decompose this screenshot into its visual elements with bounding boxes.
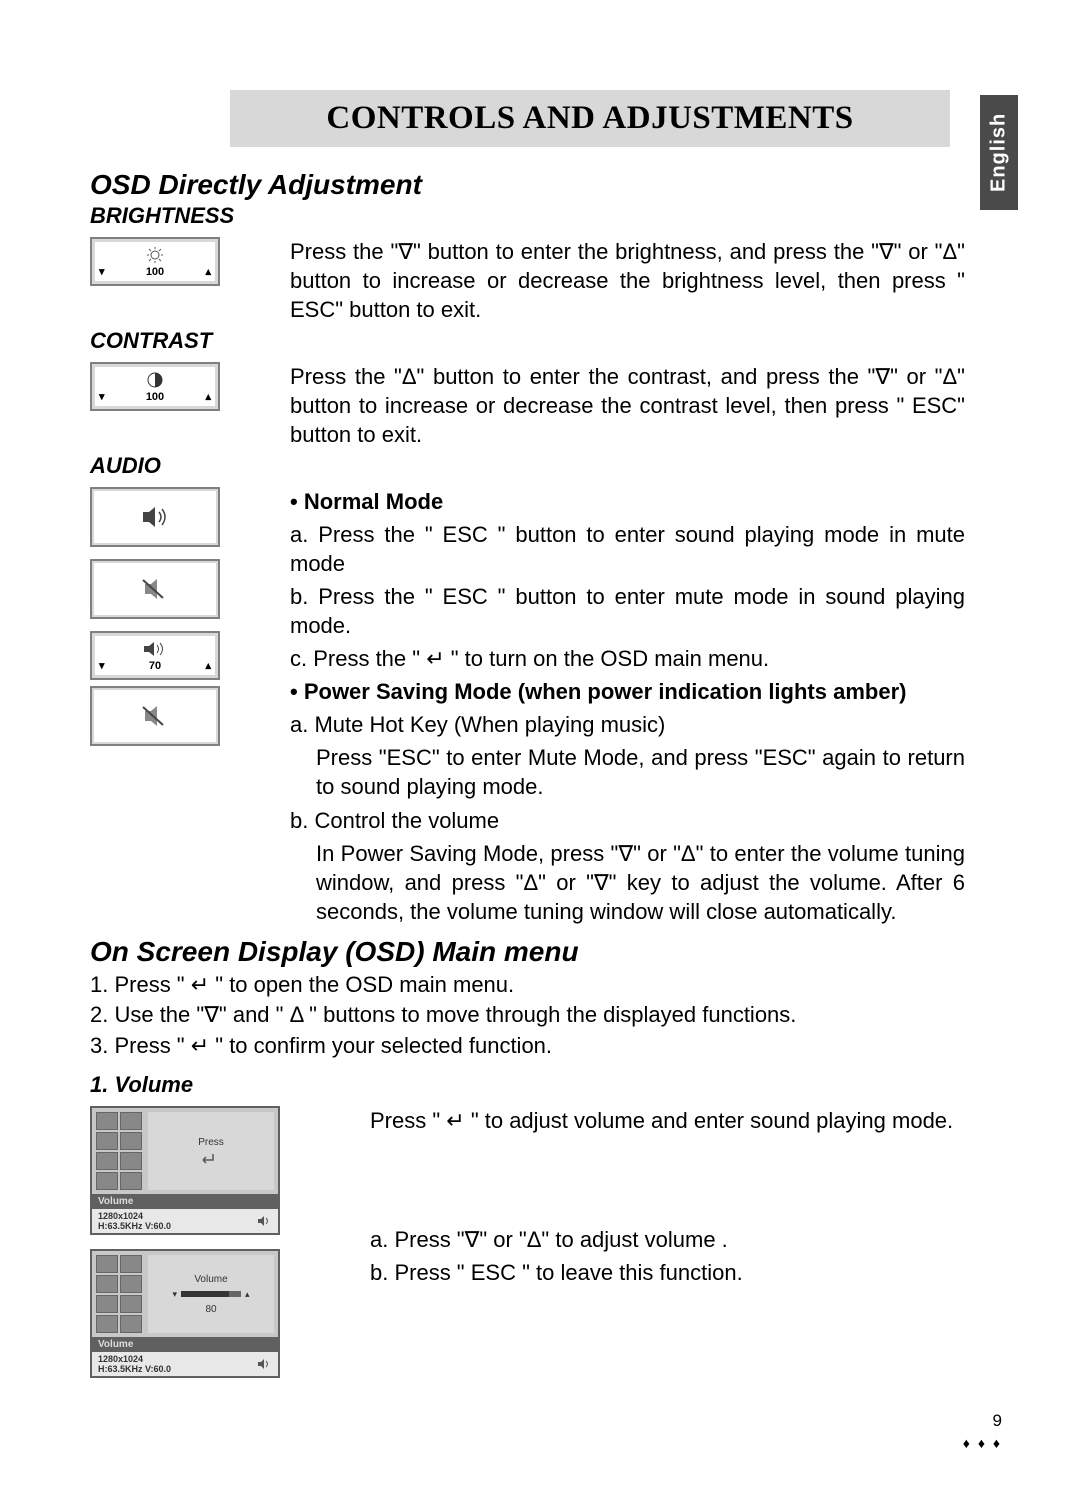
- speaker-icon: [138, 639, 172, 659]
- speaker-on-box: [90, 487, 220, 547]
- brightness-text: Press the "∇" button to enter the bright…: [290, 237, 965, 324]
- up-arrow-icon: ▴: [205, 390, 211, 403]
- contrast-text: Press the "Δ" button to enter the contra…: [290, 362, 965, 449]
- normal-b: b. Press the " ESC " button to enter mut…: [290, 582, 965, 640]
- osd-frequency: H:63.5KHz V:60.0: [98, 1221, 171, 1231]
- speaker-mute-icon: [135, 701, 175, 731]
- osd-menu-label-2: Volume: [92, 1337, 278, 1352]
- volume-text-2b: b. Press " ESC " to leave this function.: [370, 1258, 965, 1287]
- contrast-icon: [143, 370, 167, 390]
- osd-main-title: On Screen Display (OSD) Main menu: [90, 936, 985, 968]
- normal-a: a. Press the " ESC " button to enter sou…: [290, 520, 965, 578]
- normal-c: c. Press the " ↵ " to turn on the OSD ma…: [290, 644, 965, 673]
- power-mode-title: Power Saving Mode (when power indication…: [304, 679, 907, 704]
- power-a-title: a. Mute Hot Key (When playing music): [290, 710, 965, 739]
- power-b-title: b. Control the volume: [290, 806, 965, 835]
- osd-menu-screenshot-1: Press Volume 1280x1024 H:63.5KHz V:60.0: [90, 1106, 280, 1235]
- contrast-value: 100: [146, 391, 164, 403]
- osd-menu-screenshot-2: Volume ▾ ▴ 80 Volume 1280x1024 H:63.5KHz…: [90, 1249, 280, 1378]
- power-a-body: Press "ESC" to enter Mute Mode, and pres…: [290, 743, 965, 801]
- up-arrow-icon: ▴: [205, 265, 211, 278]
- footer-diamonds: ♦ ♦ ♦: [963, 1435, 1002, 1451]
- enter-key-icon: [201, 1152, 221, 1166]
- page-number: 9: [963, 1411, 1002, 1431]
- volume-text-1: Press " ↵ " to adjust volume and enter s…: [370, 1106, 965, 1135]
- page-title: CONTROLS AND ADJUSTMENTS: [230, 100, 950, 137]
- speaker-small-icon: [256, 1358, 272, 1370]
- volume-section-title: 1. Volume: [90, 1072, 985, 1098]
- osd-menu-label: Volume: [92, 1194, 278, 1209]
- contrast-osd-box: ▾ 100 ▴: [90, 362, 220, 411]
- volume-text-2a: a. Press "∇" or "Δ" to adjust volume .: [370, 1225, 965, 1254]
- osd-resolution: 1280x1024: [98, 1211, 171, 1221]
- brightness-label: BRIGHTNESS: [90, 203, 985, 229]
- speaker-small-icon: [256, 1215, 272, 1227]
- osd-resolution-2: 1280x1024: [98, 1354, 171, 1364]
- osd-direct-title: OSD Directly Adjustment: [90, 169, 985, 201]
- audio-vol-box: ▾ 70 ▴: [90, 631, 220, 680]
- normal-mode-bullet: •: [290, 489, 304, 514]
- brightness-value: 100: [146, 266, 164, 278]
- sun-icon: [143, 245, 167, 265]
- osd-step-1: 1. Press " ↵ " to open the OSD main menu…: [90, 970, 985, 1001]
- page-footer: 9 ♦ ♦ ♦: [963, 1411, 1002, 1451]
- speaker-mute-icon: [135, 574, 175, 604]
- brightness-osd-box: ▾ 100 ▴: [90, 237, 220, 286]
- normal-mode-title: Normal Mode: [304, 489, 443, 514]
- down-arrow-icon: ▾: [99, 265, 105, 278]
- power-mode-bullet: •: [290, 679, 304, 704]
- language-tab: English: [980, 95, 1018, 210]
- osd-vol-inner-label: Volume: [194, 1274, 227, 1285]
- down-arrow-icon: ▾: [172, 1289, 177, 1300]
- osd-step-3: 3. Press " ↵ " to confirm your selected …: [90, 1031, 985, 1062]
- page-title-bar: CONTROLS AND ADJUSTMENTS: [230, 90, 950, 147]
- speaker-icon: [135, 502, 175, 532]
- osd-main-steps: 1. Press " ↵ " to open the OSD main menu…: [90, 970, 985, 1062]
- down-arrow-icon: ▾: [99, 390, 105, 403]
- audio-label: AUDIO: [90, 453, 985, 479]
- osd-step-2: 2. Use the "∇" and " Δ " buttons to move…: [90, 1000, 985, 1031]
- power-b-body: In Power Saving Mode, press "∇" or "Δ" t…: [290, 839, 965, 926]
- osd-frequency-2: H:63.5KHz V:60.0: [98, 1364, 171, 1374]
- contrast-label: CONTRAST: [90, 328, 985, 354]
- up-arrow-icon: ▴: [245, 1289, 250, 1300]
- speaker-mute-box-2: [90, 686, 220, 746]
- speaker-mute-box: [90, 559, 220, 619]
- down-arrow-icon: ▾: [99, 659, 105, 672]
- audio-value: 70: [149, 660, 161, 672]
- osd-press-label: Press: [198, 1137, 224, 1148]
- up-arrow-icon: ▴: [205, 659, 211, 672]
- osd-vol-value: 80: [205, 1304, 216, 1315]
